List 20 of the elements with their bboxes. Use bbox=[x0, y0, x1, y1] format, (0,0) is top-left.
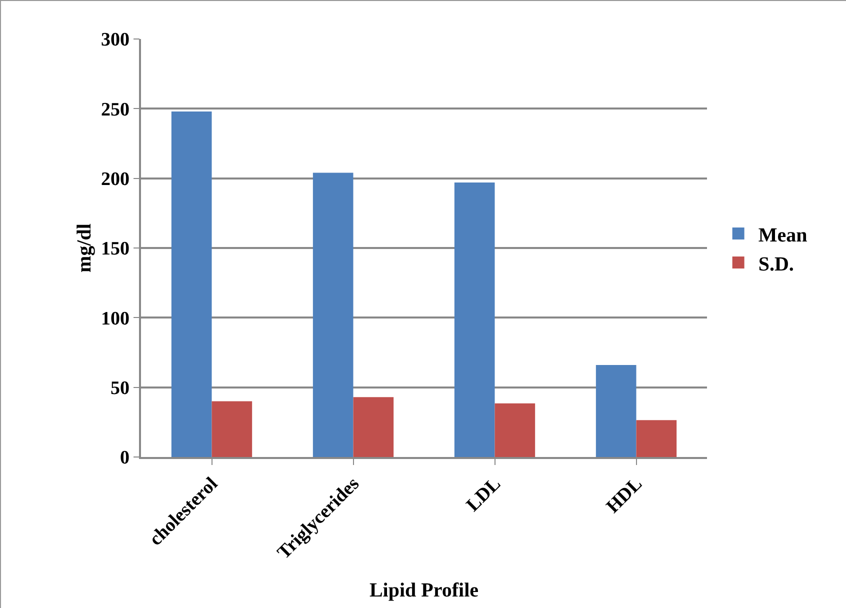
legend-label: S.D. bbox=[758, 253, 794, 276]
y-tick-label: 100 bbox=[100, 308, 130, 330]
bar bbox=[596, 365, 636, 457]
y-tick-label: 300 bbox=[100, 30, 130, 51]
bar bbox=[636, 420, 677, 457]
y-tick-label: 250 bbox=[100, 99, 130, 120]
bar bbox=[494, 403, 536, 457]
y-tick-label: 200 bbox=[100, 168, 130, 190]
bar bbox=[212, 401, 252, 457]
bar bbox=[312, 172, 354, 457]
y-tick-label: 0 bbox=[120, 448, 130, 469]
legend-label: Mean bbox=[758, 224, 808, 246]
bar bbox=[454, 182, 495, 457]
x-axis-title: Lipid Profile bbox=[369, 579, 479, 602]
y-axis-title: mg/dl bbox=[74, 223, 96, 272]
bar bbox=[353, 397, 394, 457]
y-tick-label: 150 bbox=[100, 238, 130, 260]
x-tick-label: LDL bbox=[462, 473, 506, 516]
bar bbox=[171, 111, 212, 457]
y-tick-label: 50 bbox=[110, 378, 130, 399]
